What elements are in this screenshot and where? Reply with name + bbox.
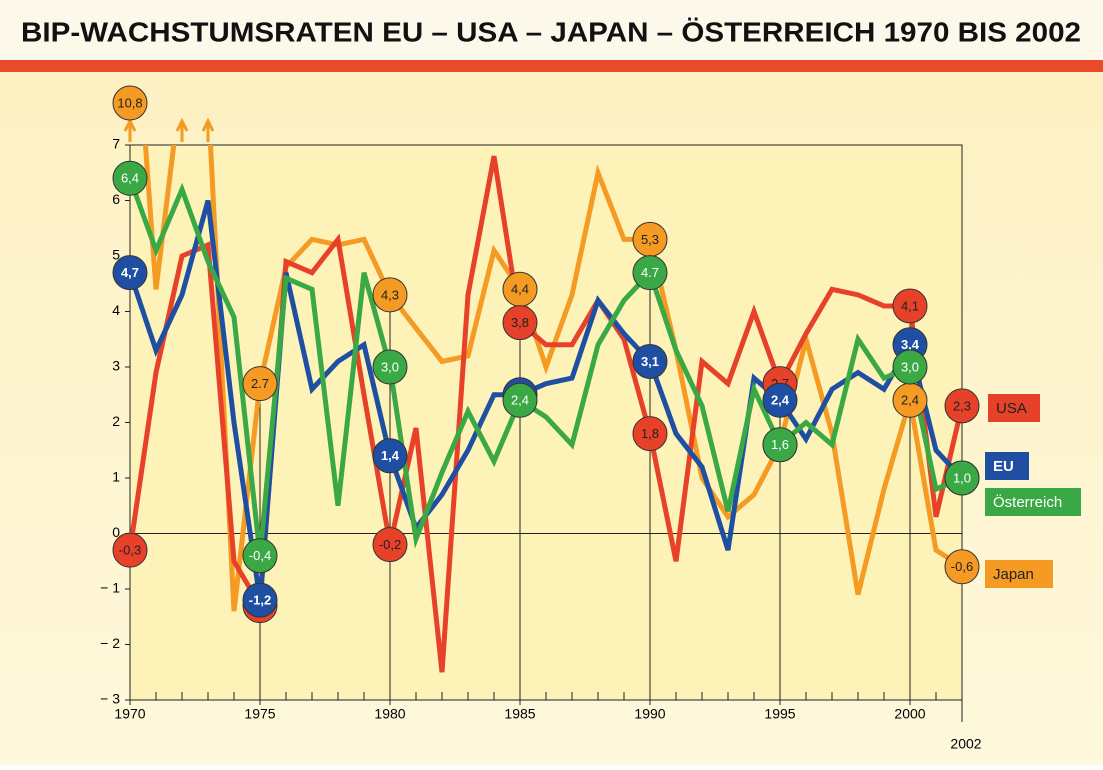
value-marker (632, 343, 668, 379)
overflow-arrow (123, 117, 137, 142)
y-tick-label: 7 (112, 136, 120, 152)
legend-label: USA (996, 400, 1027, 417)
x-tick-label: 2002 (950, 736, 981, 752)
value-label: -0,6 (951, 559, 973, 574)
overflow-arrow (201, 117, 215, 142)
value-marker (372, 277, 408, 313)
x-tick-label: 2000 (894, 706, 925, 722)
value-label: 1,4 (381, 448, 400, 463)
legend-box (985, 488, 1081, 516)
value-label: 4.7 (641, 265, 659, 280)
value-label: 2.7 (251, 376, 269, 391)
value-label: 1,8 (641, 426, 659, 441)
value-marker (242, 366, 278, 402)
legend-box (985, 452, 1029, 480)
value-label: 4,3 (381, 287, 399, 302)
value-label: -0,3 (119, 543, 141, 558)
title-rule (0, 60, 1103, 72)
value-label: 4,4 (511, 282, 529, 297)
value-marker (502, 382, 538, 418)
y-tick-label: 2 (112, 413, 120, 429)
x-tick-label: 1970 (114, 706, 145, 722)
value-marker (372, 349, 408, 385)
value-marker (242, 538, 278, 574)
value-marker (372, 527, 408, 563)
value-marker (944, 388, 980, 424)
y-tick-label: 6 (112, 191, 120, 207)
value-marker (762, 427, 798, 463)
value-label: 4,1 (901, 298, 919, 313)
value-marker (944, 460, 980, 496)
value-marker (892, 288, 928, 324)
value-marker (502, 305, 538, 341)
value-label: 3,0 (901, 359, 919, 374)
x-tick-label: 1975 (244, 706, 275, 722)
value-marker (112, 85, 148, 121)
series-line (130, 177, 962, 556)
chart-title: BIP-WACHSTUMSRATEN EU – USA – JAPAN – ÖS… (21, 16, 1081, 47)
legend-label: Japan (993, 566, 1034, 583)
legend-label: EU (993, 458, 1014, 475)
legend-box (985, 560, 1053, 588)
value-marker (112, 160, 148, 196)
value-marker (892, 349, 928, 385)
value-label: -0,4 (249, 548, 271, 563)
title-band (0, 0, 1103, 60)
y-tick-label: − 1 (100, 580, 120, 596)
value-marker (762, 382, 798, 418)
value-label: 2,4 (511, 393, 529, 408)
value-marker (112, 255, 148, 291)
overflow-arrow (175, 117, 189, 142)
value-label: 5,3 (641, 232, 659, 247)
value-marker (632, 416, 668, 452)
value-marker (112, 532, 148, 568)
x-tick-label: 1990 (634, 706, 665, 722)
value-marker (632, 255, 668, 291)
value-label: 3,0 (381, 359, 399, 374)
y-tick-label: 3 (112, 358, 120, 374)
value-marker (944, 549, 980, 585)
value-label: 2,4 (771, 393, 790, 408)
series-line (130, 199, 962, 601)
value-label: 3,8 (511, 315, 529, 330)
value-label: 1,6 (771, 437, 789, 452)
y-tick-label: 1 (112, 469, 120, 485)
value-label: 6,4 (121, 171, 139, 186)
plot-lines (130, 145, 962, 673)
y-tick-label: 5 (112, 247, 120, 263)
y-tick-label: − 3 (100, 691, 120, 707)
value-label: 1,0 (953, 470, 971, 485)
y-tick-label: − 2 (100, 635, 120, 651)
x-tick-label: 1995 (764, 706, 795, 722)
y-tick-label: 0 (112, 524, 120, 540)
legend-label: Österreich (993, 493, 1062, 511)
value-marker (372, 438, 408, 474)
value-label: -0,2 (379, 537, 401, 552)
x-tick-label: 1980 (374, 706, 405, 722)
value-label: 10,8 (117, 95, 142, 110)
value-label: 3,4 (901, 337, 920, 352)
value-label: 3,1 (641, 354, 659, 369)
value-label: 2,3 (953, 398, 971, 413)
x-tick-label: 1985 (504, 706, 535, 722)
value-label: 2,4 (901, 393, 919, 408)
value-marker (242, 582, 278, 618)
y-tick-label: 4 (112, 302, 120, 318)
value-label: 4,7 (121, 265, 139, 280)
value-label: -1,2 (249, 593, 271, 608)
legend-box (988, 394, 1040, 422)
